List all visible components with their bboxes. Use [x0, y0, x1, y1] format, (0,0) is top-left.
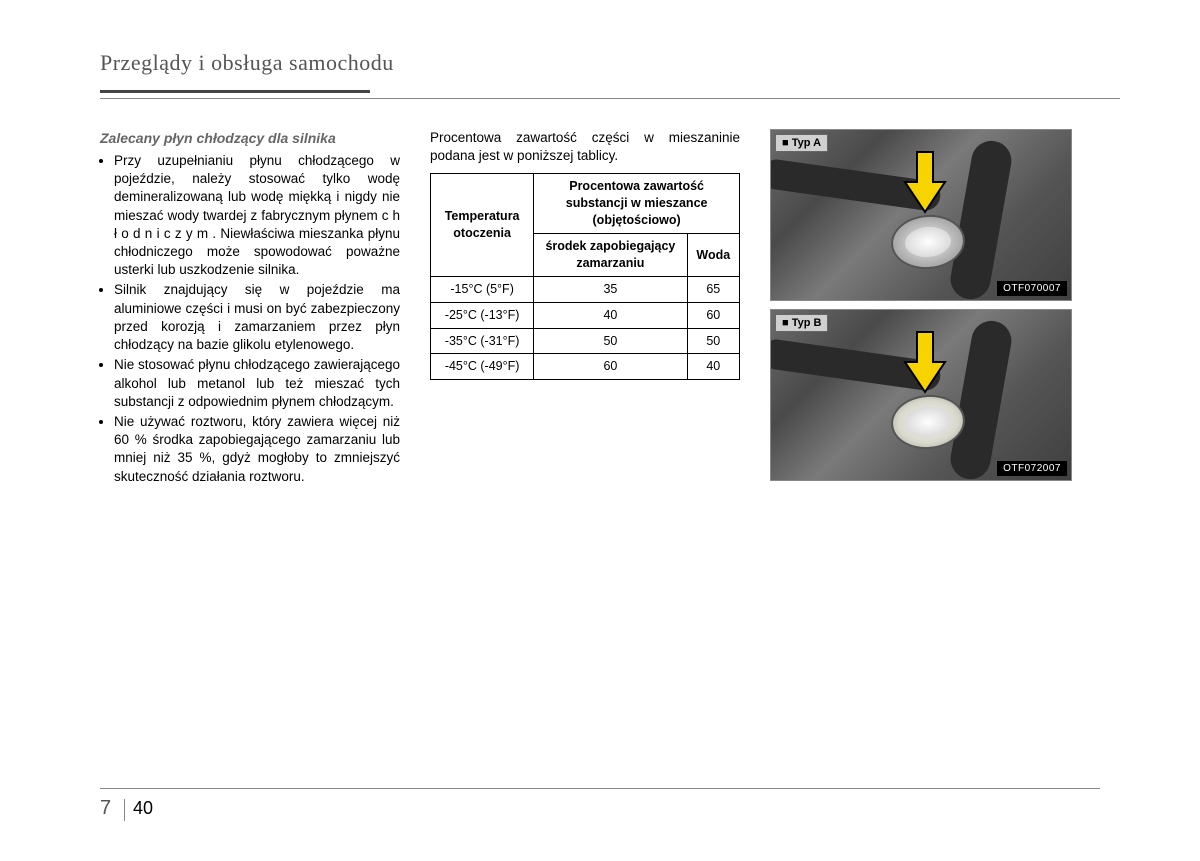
- subsection-title: Zalecany płyn chłodzący dla silnika: [100, 129, 400, 148]
- th-mixture-group: Procentowa zawartość substancji w miesza…: [534, 174, 740, 234]
- arrow-down-icon: [901, 150, 949, 220]
- cell-water: 40: [687, 354, 739, 380]
- content-columns: Zalecany płyn chłodzący dla silnika Przy…: [100, 129, 1120, 488]
- footer-rule: [100, 788, 1100, 789]
- arrow-shape: [905, 152, 945, 212]
- heading-underline-thick: [100, 90, 370, 93]
- bullet-list: Przy uzupełnianiu płynu chłodzącego w po…: [100, 152, 400, 486]
- cell-antifreeze: 40: [534, 302, 687, 328]
- arrow-down-icon: [901, 330, 949, 400]
- page-number: 40: [133, 798, 153, 818]
- column-left: Zalecany płyn chłodzący dla silnika Przy…: [100, 129, 400, 488]
- cell-temp: -15°C (5°F): [431, 276, 534, 302]
- image-code: OTF070007: [997, 281, 1067, 296]
- page-footer: 7 40: [100, 797, 153, 821]
- image-type-label: ■ Typ B: [775, 314, 828, 332]
- heading-underline-thin: [100, 98, 1120, 99]
- table-row: -25°C (-13°F) 40 60: [431, 302, 740, 328]
- antifreeze-table: Temperatura otoczenia Procentowa zawarto…: [430, 173, 740, 380]
- table-intro-text: Procentowa zawartość części w mieszanini…: [430, 129, 740, 165]
- chapter-number: 7: [100, 797, 111, 819]
- th-antifreeze: środek zapobiegający zamarzaniu: [534, 234, 687, 277]
- th-water: Woda: [687, 234, 739, 277]
- engine-hose: [947, 138, 1014, 301]
- cell-antifreeze: 50: [534, 328, 687, 354]
- list-item: Przy uzupełnianiu płynu chłodzącego w po…: [114, 152, 400, 280]
- cell-temp: -45°C (-49°F): [431, 354, 534, 380]
- arrow-shape: [905, 332, 945, 392]
- cell-water: 50: [687, 328, 739, 354]
- cell-antifreeze: 35: [534, 276, 687, 302]
- table-row: -15°C (5°F) 35 65: [431, 276, 740, 302]
- section-heading: Przeglądy i obsługa samochodu: [100, 50, 1120, 76]
- table-row: -45°C (-49°F) 60 40: [431, 354, 740, 380]
- column-right: ■ Typ A OTF070007 ■ Typ B: [770, 129, 1070, 488]
- cell-temp: -25°C (-13°F): [431, 302, 534, 328]
- engine-hose: [947, 318, 1014, 481]
- footer-divider: [124, 799, 125, 821]
- list-item: Silnik znajdujący się w pojeździe ma alu…: [114, 281, 400, 354]
- cell-antifreeze: 60: [534, 354, 687, 380]
- image-type-label: ■ Typ A: [775, 134, 828, 152]
- engine-photo-a: ■ Typ A OTF070007: [770, 129, 1072, 301]
- column-middle: Procentowa zawartość części w mieszanini…: [430, 129, 740, 488]
- table-row: -35°C (-31°F) 50 50: [431, 328, 740, 354]
- cell-water: 65: [687, 276, 739, 302]
- cell-water: 60: [687, 302, 739, 328]
- image-code: OTF072007: [997, 461, 1067, 476]
- list-item: Nie używać roztworu, który zawiera więce…: [114, 413, 400, 486]
- engine-photo-b: ■ Typ B OTF072007: [770, 309, 1072, 481]
- th-temperature: Temperatura otoczenia: [431, 174, 534, 276]
- list-item: Nie stosować płynu chłodzącego zawierają…: [114, 356, 400, 411]
- cell-temp: -35°C (-31°F): [431, 328, 534, 354]
